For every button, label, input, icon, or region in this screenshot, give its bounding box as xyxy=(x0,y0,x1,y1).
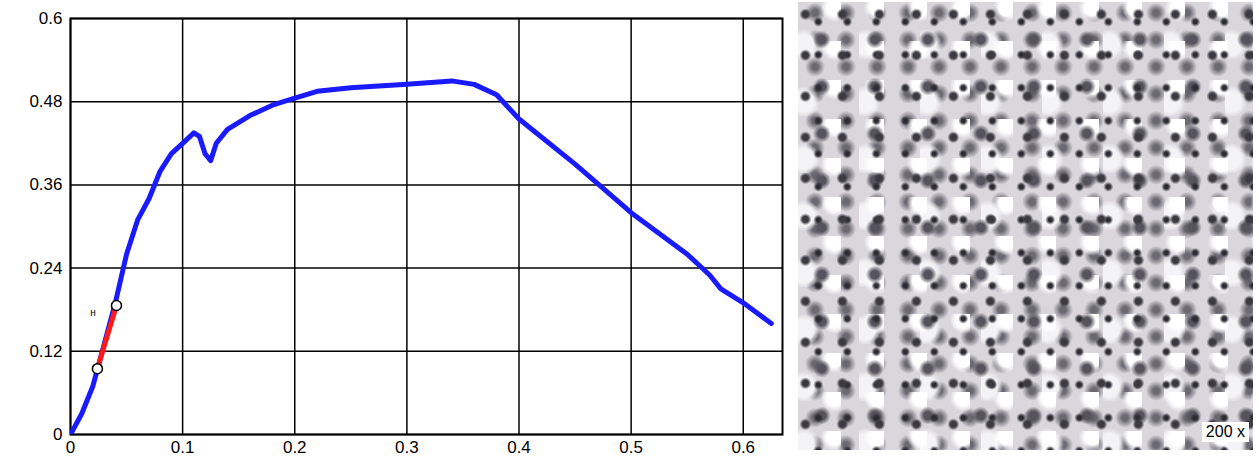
svg-text:0.1: 0.1 xyxy=(171,438,195,457)
svg-text:0.2: 0.2 xyxy=(283,438,307,457)
svg-text:0.6: 0.6 xyxy=(731,438,755,457)
svg-text:0.36: 0.36 xyxy=(29,175,62,194)
svg-text:н: н xyxy=(90,307,96,318)
svg-text:0.3: 0.3 xyxy=(395,438,419,457)
svg-text:0.24: 0.24 xyxy=(29,259,62,278)
svg-text:0.48: 0.48 xyxy=(29,92,62,111)
svg-text:0.4: 0.4 xyxy=(507,438,531,457)
svg-text:0.12: 0.12 xyxy=(29,342,62,361)
svg-text:0.6: 0.6 xyxy=(39,9,63,28)
html-text:200 x: 200 x xyxy=(1205,423,1245,440)
svg-text:0: 0 xyxy=(66,438,75,457)
svg-text:0: 0 xyxy=(53,425,62,444)
svg-text:0.5: 0.5 xyxy=(619,438,643,457)
